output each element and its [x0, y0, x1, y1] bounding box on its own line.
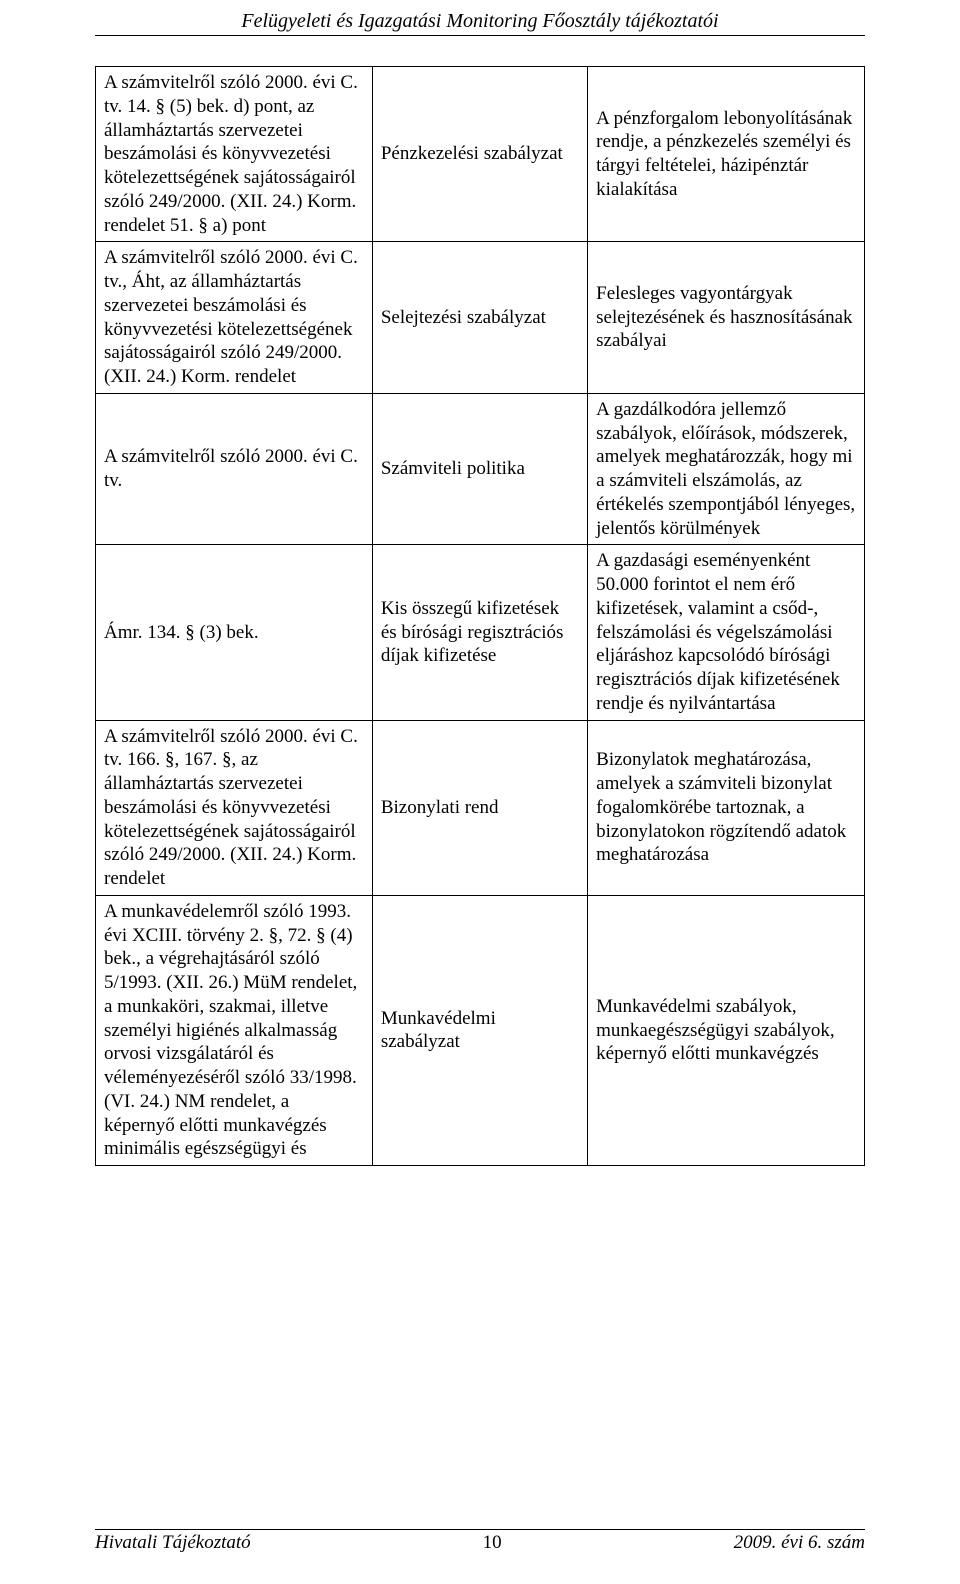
regulations-table: A számvitelről szóló 2000. évi C. tv. 14… [95, 66, 865, 1166]
cell-policy: Munkavédelmi szabályzat [372, 895, 587, 1165]
cell-legal-basis: A számvitelről szóló 2000. évi C. tv. 14… [96, 67, 373, 242]
page-footer: Hivatali Tájékoztató 10 2009. évi 6. szá… [95, 1529, 865, 1554]
cell-description: Munkavédelmi szabályok, munkaegészségügy… [588, 895, 865, 1165]
cell-description: Felesleges vagyontárgyak selejtezésének … [588, 242, 865, 394]
footer-right: 2009. évi 6. szám [734, 1532, 865, 1554]
table-row: Ámr. 134. § (3) bek. Kis összegű kifizet… [96, 545, 865, 720]
cell-policy: Selejtezési szabályzat [372, 242, 587, 394]
table-row: A számvitelről szóló 2000. évi C. tv. 14… [96, 67, 865, 242]
cell-legal-basis: Ámr. 134. § (3) bek. [96, 545, 373, 720]
table-row: A munkavédelemről szóló 1993. évi XCIII.… [96, 895, 865, 1165]
table-row: A számvitelről szóló 2000. évi C. tv. 16… [96, 720, 865, 895]
cell-legal-basis: A számvitelről szóló 2000. évi C. tv. 16… [96, 720, 373, 895]
header-rule [95, 35, 865, 36]
cell-legal-basis: A számvitelről szóló 2000. évi C. tv. [96, 393, 373, 545]
footer-left: Hivatali Tájékoztató [95, 1532, 251, 1554]
cell-policy: Pénzkezelési szabályzat [372, 67, 587, 242]
cell-description: A pénzforgalom lebonyolításának rendje, … [588, 67, 865, 242]
cell-policy: Kis összegű kifizetések és bírósági regi… [372, 545, 587, 720]
cell-description: A gazdasági eseményenként 50.000 forinto… [588, 545, 865, 720]
cell-policy: Bizonylati rend [372, 720, 587, 895]
cell-legal-basis: A számvitelről szóló 2000. évi C. tv., Á… [96, 242, 373, 394]
cell-policy: Számviteli politika [372, 393, 587, 545]
table-row: A számvitelről szóló 2000. évi C. tv. Sz… [96, 393, 865, 545]
page-header-title: Felügyeleti és Igazgatási Monitoring Főo… [95, 10, 865, 35]
table-row: A számvitelről szóló 2000. évi C. tv., Á… [96, 242, 865, 394]
cell-legal-basis: A munkavédelemről szóló 1993. évi XCIII.… [96, 895, 373, 1165]
cell-description: Bizonylatok meghatározása, amelyek a szá… [588, 720, 865, 895]
footer-page-number: 10 [483, 1532, 502, 1554]
footer-rule [95, 1529, 865, 1530]
cell-description: A gazdálkodóra jellemző szabályok, előír… [588, 393, 865, 545]
